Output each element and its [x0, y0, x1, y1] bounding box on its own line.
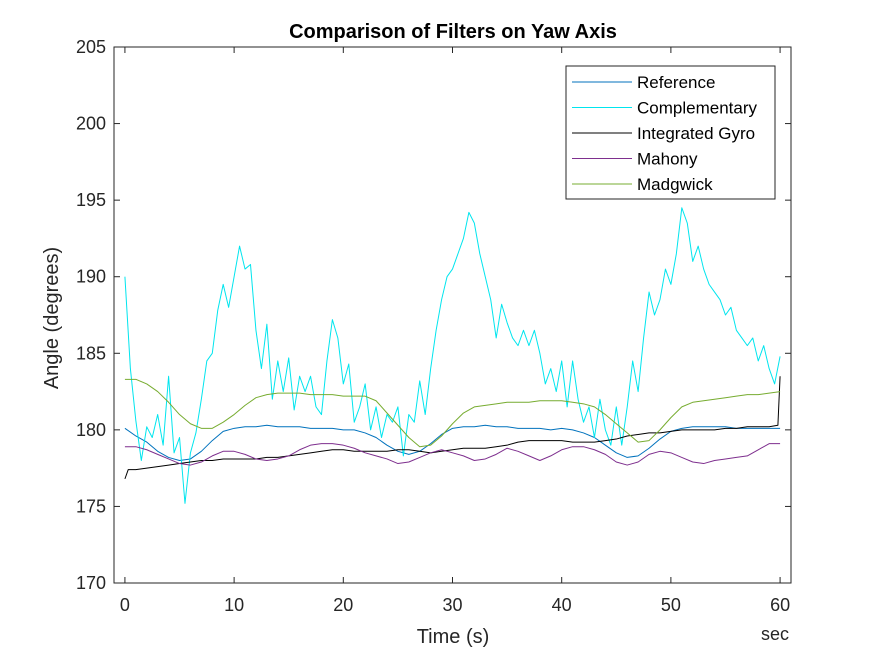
y-tick-label: 200: [76, 114, 106, 134]
legend-entry-label: Mahony: [637, 150, 698, 169]
series-line-complementary: [124, 207, 781, 504]
x-axis-label: Time (s): [417, 626, 490, 648]
y-tick-label: 195: [76, 190, 106, 210]
series-line-integrated-gyro: [124, 376, 781, 480]
x-tick-label: 60: [770, 595, 790, 615]
y-axis-label: Angle (degrees): [41, 247, 63, 389]
x-axis-unit-label: sec: [761, 624, 789, 644]
plot-area: [124, 207, 781, 504]
y-tick-label: 180: [76, 420, 106, 440]
x-tick-label: 40: [552, 595, 572, 615]
x-tick-label: 50: [661, 595, 681, 615]
legend-entry-label: Reference: [637, 73, 715, 92]
y-tick-label: 170: [76, 573, 106, 593]
series-line-mahony: [124, 443, 781, 466]
legend-entry-label: Integrated Gyro: [637, 124, 755, 143]
y-tick-label: 190: [76, 267, 106, 287]
x-tick-label: 10: [224, 595, 244, 615]
x-tick-label: 30: [442, 595, 462, 615]
series-line-reference: [124, 424, 781, 461]
y-tick-label: 185: [76, 343, 106, 363]
legend-entry-label: Madgwick: [637, 175, 713, 194]
legend-entry-label: Complementary: [637, 99, 757, 118]
x-tick-label: 0: [120, 595, 130, 615]
series-line-madgwick: [124, 378, 781, 448]
axes: 0 10 20 30 40 50 60 170 175 180 185 190 195 200 205: [76, 37, 792, 615]
x-tick-label: 20: [333, 595, 353, 615]
y-tick-label: 175: [76, 496, 106, 516]
chart-title: Comparison of Filters on Yaw Axis: [289, 21, 617, 43]
legend: Reference Complementary Integrated Gyro Mah…: [565, 65, 776, 200]
y-tick-label: 205: [76, 37, 106, 57]
